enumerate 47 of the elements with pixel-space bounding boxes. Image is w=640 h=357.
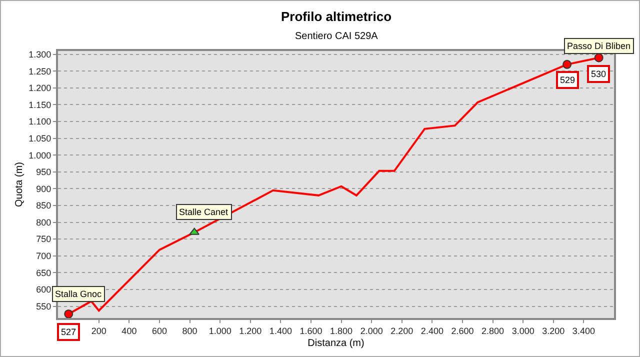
x-tick-label: 1.600 [300,326,322,336]
y-tick-label: 1.200 [28,83,52,94]
annotation: Stalle Canet [179,207,229,217]
chart-subtitle: Sentiero CAI 529A [295,31,378,42]
chart-title: Profilo altimetrico [281,9,392,24]
y-tick-label: 900 [36,184,52,194]
x-tick-label: 2.400 [420,326,444,336]
x-tick-label: 2.200 [390,326,414,336]
annotation: 529 [560,75,576,85]
y-tick-label: 700 [36,251,52,262]
y-axis-title: Quota (m) [14,162,26,208]
annotation: 527 [61,327,76,337]
y-tick-label: 550 [36,301,52,312]
y-tick-label: 1.250 [28,66,52,76]
x-tick-label: 1.400 [269,326,292,336]
point [64,309,74,318]
x-tick-label: 3.000 [512,326,534,336]
x-tick-label: 2.600 [451,326,474,336]
annotation: Passo Di Bliben [567,41,631,51]
x-tick-label: 1.000 [208,326,232,336]
y-tick-label: 850 [36,200,52,211]
x-axis-title: Distanza (m) [308,338,364,349]
x-tick-label: 1.200 [239,326,262,336]
y-tick-label: 750 [36,234,52,244]
x-tick-label: 600 [152,326,168,336]
x-tick-label: 1.800 [330,326,353,336]
y-tick-label: 650 [36,268,52,278]
x-tick-label: 200 [91,326,106,336]
x-tick-label: 800 [182,326,198,336]
annotation: 530 [591,69,606,79]
x-tick-label: 400 [122,326,137,336]
y-tick-label: 800 [36,217,52,228]
y-tick-label: 1.150 [28,100,52,110]
x-tick-label: 2.800 [482,326,504,336]
point [594,53,604,62]
point [189,228,200,235]
x-tick-label: 3.200 [542,326,565,336]
x-tick-label: 2.000 [360,326,383,336]
annotation: Stalla Gnoc [55,289,102,299]
y-tick-label: 1.050 [28,133,52,144]
y-tick-label: 950 [36,167,52,178]
y-tick-label: 1.300 [28,50,52,60]
x-tick-label: 3.400 [572,326,595,336]
point [562,60,572,69]
y-tick-label: 600 [36,284,52,295]
y-tick-label: 1.100 [28,116,52,127]
y-tick-label: 1.000 [28,150,52,160]
